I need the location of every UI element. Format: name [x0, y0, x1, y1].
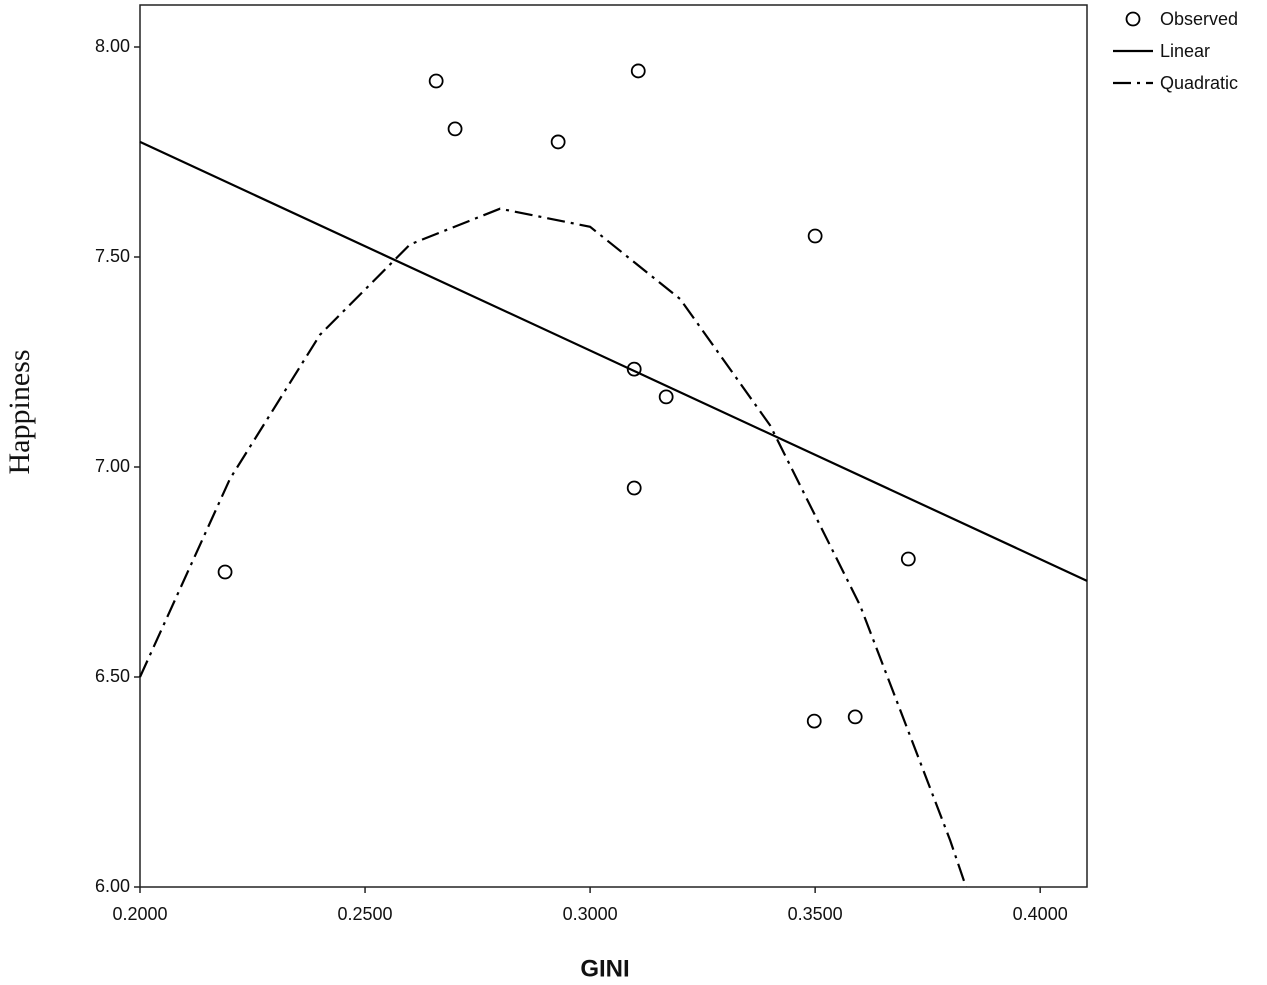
point: [807, 228, 823, 244]
y-tick-label: 7.00: [95, 456, 130, 476]
point: [428, 73, 444, 89]
point: [900, 551, 916, 567]
y-tick-label: 8.00: [95, 36, 130, 56]
legend-label: Observed: [1160, 9, 1238, 29]
x-tick-label: 0.4000: [1013, 904, 1068, 924]
point: [447, 121, 463, 137]
point: [658, 389, 674, 405]
point: [550, 134, 566, 150]
legend-marker: [1125, 11, 1141, 27]
plot-frame: [139, 4, 1088, 888]
x-tick-label: 0.3500: [788, 904, 843, 924]
point: [806, 713, 822, 729]
y-tick-label: 6.50: [95, 666, 130, 686]
legend-label: Linear: [1160, 41, 1210, 61]
point: [217, 564, 233, 580]
y-tick-label: 7.50: [95, 246, 130, 266]
y-tick-label: 6.00: [95, 876, 130, 896]
x-axis-title: GINI: [580, 955, 629, 982]
x-tick-label: 0.2000: [112, 904, 167, 924]
fit-line: [139, 140, 1088, 582]
y-axis-title: Happiness: [3, 350, 36, 475]
x-tick-label: 0.2500: [338, 904, 393, 924]
x-tick-label: 0.3000: [563, 904, 618, 924]
legend-label: Quadratic: [1160, 73, 1238, 93]
point: [626, 480, 642, 496]
fit-line: [138, 207, 967, 887]
point: [630, 63, 646, 79]
point: [847, 709, 863, 725]
